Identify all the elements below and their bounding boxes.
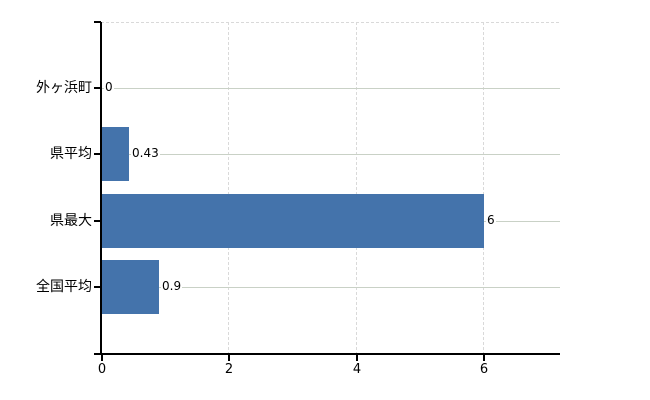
vertical-gridline — [483, 22, 484, 353]
x-tick-label: 4 — [352, 362, 362, 377]
row-gridline — [102, 154, 560, 155]
x-tick-label: 2 — [224, 362, 234, 377]
category-label: 県最大 — [50, 213, 92, 229]
row-gridline — [102, 88, 560, 89]
vertical-gridline — [228, 22, 229, 353]
x-tick-label: 0 — [97, 362, 107, 377]
value-label: 0.43 — [131, 146, 160, 161]
bar-県平均 — [102, 127, 129, 181]
x-axis-tick — [356, 355, 358, 361]
category-label: 全国平均 — [36, 279, 92, 295]
x-axis-tick — [101, 355, 103, 361]
x-axis-tick — [228, 355, 230, 361]
y-axis-tick — [94, 153, 101, 155]
bar-県最大 — [102, 194, 484, 248]
y-axis-tick — [94, 220, 101, 222]
vertical-gridline — [356, 22, 357, 353]
plot-top-border — [101, 22, 560, 23]
y-axis-top-tick — [94, 21, 101, 23]
row-gridline — [102, 287, 560, 288]
bar-全国平均 — [102, 260, 159, 314]
value-label: 6 — [486, 213, 496, 228]
value-label: 0.9 — [161, 279, 183, 294]
y-axis-tick — [94, 286, 101, 288]
category-label: 外ヶ浜町 — [36, 80, 92, 96]
value-label: 0 — [104, 80, 114, 95]
x-axis-line — [94, 353, 560, 355]
x-axis-tick — [483, 355, 485, 361]
category-label: 県平均 — [50, 146, 92, 162]
y-axis-line — [100, 22, 102, 353]
y-axis-tick — [94, 87, 101, 89]
x-tick-label: 6 — [479, 362, 489, 377]
